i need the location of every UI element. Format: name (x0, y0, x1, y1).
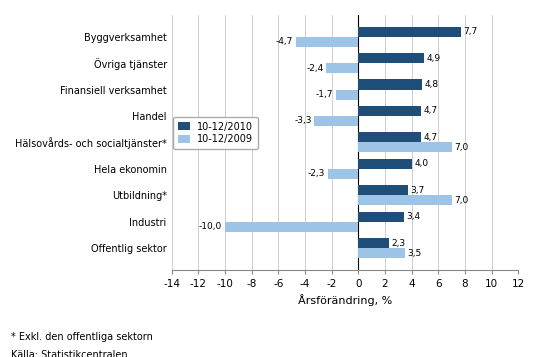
Bar (359, 106, 421, 116)
Text: -2,3: -2,3 (308, 169, 325, 178)
Bar (359, 248, 405, 258)
Text: 7,0: 7,0 (454, 196, 469, 205)
Bar (359, 53, 424, 63)
X-axis label: Årsförändring, %: Årsförändring, % (298, 295, 392, 306)
Bar (295, 37, 359, 47)
Text: 4,8: 4,8 (425, 80, 439, 89)
Bar (359, 142, 451, 152)
Bar (359, 185, 408, 195)
Text: -10,0: -10,0 (199, 222, 222, 231)
Text: -1,7: -1,7 (315, 90, 333, 99)
Legend: 10-12/2010, 10-12/2009: 10-12/2010, 10-12/2009 (173, 117, 258, 149)
Text: Källa: Statistikcentralen: Källa: Statistikcentralen (11, 350, 127, 357)
Text: 4,0: 4,0 (414, 159, 428, 168)
Text: 3,4: 3,4 (406, 212, 421, 221)
Text: 7,7: 7,7 (464, 27, 478, 36)
Text: 4,7: 4,7 (424, 106, 438, 115)
Bar (326, 63, 359, 73)
Bar (328, 169, 359, 179)
Text: 3,7: 3,7 (410, 186, 424, 195)
Text: * Exkl. den offentliga sektorn: * Exkl. den offentliga sektorn (11, 332, 153, 342)
Text: 7,0: 7,0 (454, 143, 469, 152)
Bar (336, 90, 359, 100)
Bar (359, 132, 421, 142)
Text: -2,4: -2,4 (306, 64, 323, 72)
Text: -4,7: -4,7 (275, 37, 293, 46)
Bar (359, 212, 404, 222)
Text: 2,3: 2,3 (392, 239, 406, 248)
Text: -3,3: -3,3 (294, 116, 312, 126)
Bar (314, 116, 359, 126)
Bar (359, 195, 451, 205)
Bar (359, 159, 411, 169)
Bar (225, 222, 359, 232)
Bar (359, 238, 389, 248)
Bar (359, 80, 422, 90)
Text: 4,7: 4,7 (424, 133, 438, 142)
Bar (359, 26, 461, 37)
Text: 3,5: 3,5 (408, 249, 422, 258)
Text: 4,9: 4,9 (427, 54, 441, 62)
